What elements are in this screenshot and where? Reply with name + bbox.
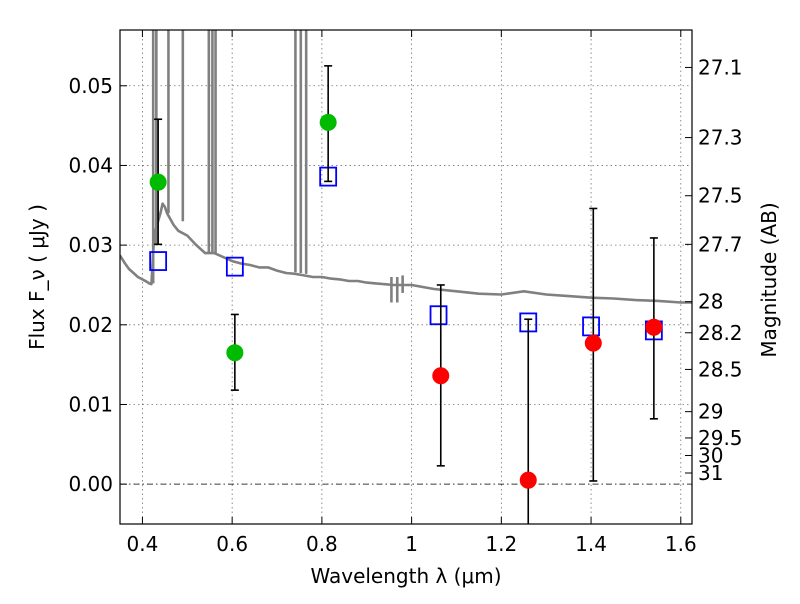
y-tick-label: 0.03 [68,233,113,257]
right-tick-label: 27.5 [698,184,743,208]
x-tick-label: 1 [405,532,418,556]
model-flux-square [429,305,448,326]
x-tick-label: 0.6 [216,532,248,556]
grid [120,30,692,524]
y-tick-label: 0.05 [68,74,113,98]
measured-flux-point-green [149,173,167,191]
right-tick-label: 28.5 [698,357,743,381]
measured-flux-point-green [319,113,337,131]
plot-area [120,30,692,524]
right-tick-label: 31 [698,461,723,485]
plot-frame [119,29,693,525]
measured-flux-point-red [519,471,537,489]
x-tick-label: 0.8 [306,532,338,556]
y-axis-label: Flux F_ν ( μJy ) [25,204,49,350]
model-spectrum-line [120,202,692,304]
x-axis-label: Wavelength λ (μm) [310,564,501,588]
y-tick-label: 0.01 [68,392,113,416]
measured-flux-point-red [645,318,663,336]
model-flux-square [149,251,168,271]
measured-flux-point-green [226,344,244,362]
right-tick-label: 30 [698,443,723,467]
right-tick-label: 27.1 [698,55,743,79]
measured-flux-point-red [432,367,450,385]
right-tick-label: 29.5 [698,426,743,450]
x-tick-label: 1.2 [485,532,517,556]
right-tick-label: 27.3 [698,126,743,150]
x-tick-label: 1.6 [665,532,697,556]
right-tick-label: 28 [698,290,723,314]
y-tick-label: 0.04 [68,153,113,177]
axes-ticks: 0.4 0.6 0.8 1 1.2 1.4 1.6 0.00 0.01 0.02 0.03 0.04 0… [68,30,743,556]
x-tick-label: 0.4 [127,532,159,556]
right-tick-label: 28.2 [698,321,743,345]
right-tick-label: 29 [698,400,723,424]
y-tick-label: 0.02 [68,313,113,337]
right-axis-label: Magnitude (AB) [757,202,781,357]
right-tick-label: 27.7 [698,232,743,256]
y-tick-label: 0.00 [68,472,113,496]
model-flux-square [225,256,244,277]
measured-flux-point-red [584,334,602,352]
x-tick-label: 1.4 [575,532,607,556]
